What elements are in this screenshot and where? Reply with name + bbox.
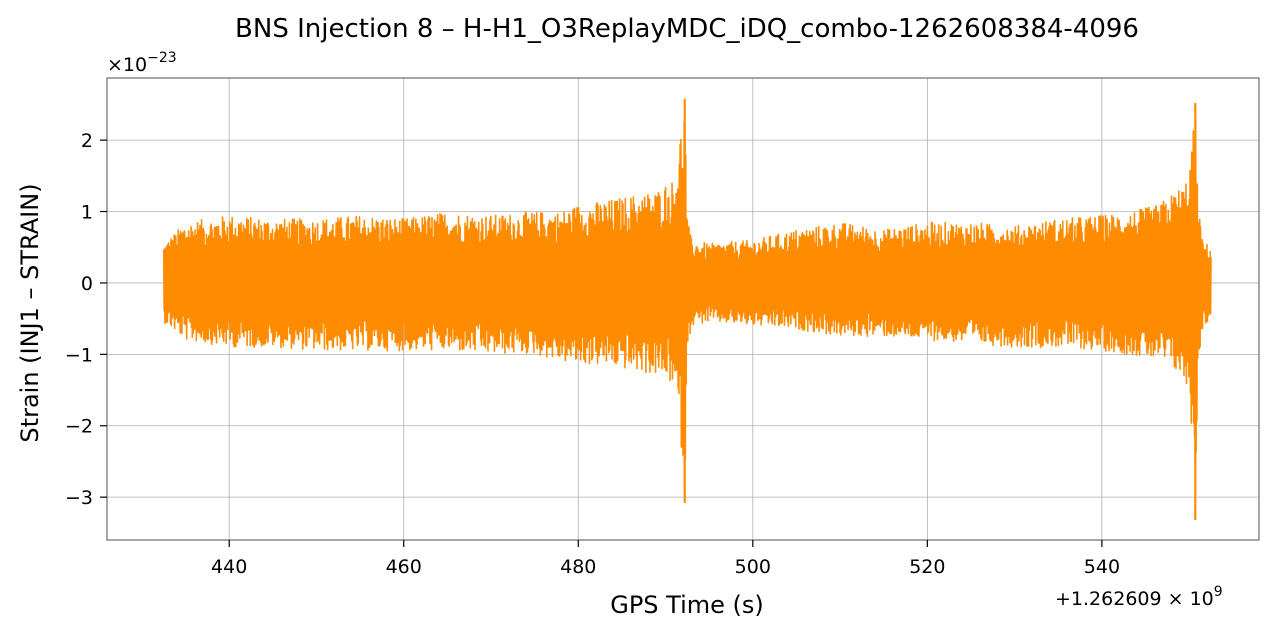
chart-title: BNS Injection 8 – H-H1_O3ReplayMDC_iDQ_c… xyxy=(235,14,1139,44)
x-tick-label: 520 xyxy=(909,556,945,578)
x-axis-ticks: 440 460 480 500 520 540 xyxy=(211,540,1120,578)
y-axis-label: Strain (INJ1 – STRAIN) xyxy=(16,183,44,442)
y-tick-label: −3 xyxy=(65,487,93,509)
strain-series-line xyxy=(162,118,1212,497)
axes-frame xyxy=(106,77,1260,541)
x-tick-label: 540 xyxy=(1084,556,1120,578)
x-tick-label: 440 xyxy=(211,556,247,578)
x-offset-label: +1.262609 × 109 xyxy=(1055,584,1223,610)
y-tick-label: 2 xyxy=(81,130,93,152)
y-tick-label: −2 xyxy=(65,416,93,438)
plot-area xyxy=(162,98,1212,521)
y-axis-ticks: 2 1 0 −1 −2 −3 xyxy=(65,130,107,509)
y-scale-label: ×10−23 xyxy=(107,50,177,76)
x-tick-label: 460 xyxy=(386,556,422,578)
y-tick-label: 1 xyxy=(81,202,93,224)
x-tick-label: 500 xyxy=(735,556,771,578)
y-tick-label: 0 xyxy=(81,273,93,295)
x-axis-label: GPS Time (s) xyxy=(610,591,764,619)
x-tick-label: 480 xyxy=(560,556,596,578)
y-tick-label: −1 xyxy=(65,344,93,366)
